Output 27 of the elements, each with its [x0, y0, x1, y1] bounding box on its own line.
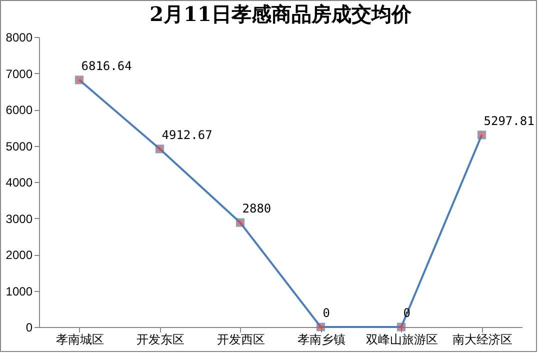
data-label: 2880 [242, 202, 272, 216]
y-tick-label: 4000 [6, 176, 33, 190]
point [316, 322, 326, 332]
y-tick-label: 0 [26, 320, 33, 334]
x-tick-label: 开发东区 [136, 332, 184, 346]
y-tick-label: 5000 [6, 139, 33, 154]
y-tick-label: 3000 [6, 212, 33, 226]
data-label: 6816.64 [81, 58, 132, 73]
y-tick-label: 8000 [6, 30, 33, 44]
x-tick-label: 南大经济区 [452, 332, 512, 346]
x-tick-label: 开发西区 [216, 332, 265, 346]
y-tick-label: 7000 [6, 66, 33, 81]
x-tick-label: 双峰山旅游区 [366, 332, 438, 346]
y-tick-label: 6000 [6, 103, 33, 117]
point [155, 144, 164, 154]
data-label: 4912.67 [162, 128, 212, 142]
data-label: 0 [322, 306, 330, 320]
point [236, 218, 245, 227]
data-label: 5297.81 [484, 114, 534, 128]
y-tick-label: 1000 [6, 284, 33, 298]
point [74, 76, 84, 84]
chart-title: 2月11日孝感商品房成交均价 [150, 2, 412, 26]
point [477, 130, 486, 140]
y-tick-label: 2000 [6, 248, 33, 262]
point [396, 322, 406, 332]
x-tick-label: 孝南乡镇 [297, 332, 346, 346]
x-tick-label: 孝南城区 [56, 332, 104, 346]
